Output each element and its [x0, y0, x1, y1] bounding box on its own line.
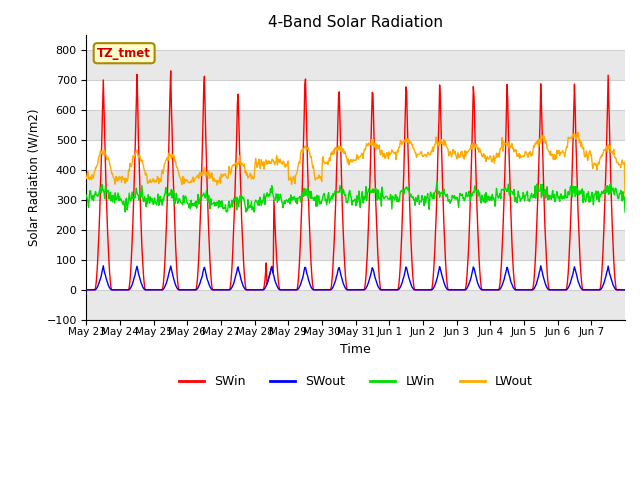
Bar: [86, 290, 625, 320]
Text: TZ_tmet: TZ_tmet: [97, 47, 151, 60]
LWout: [412, 150, 419, 156]
Bar: [86, 230, 625, 260]
Title: 4-Band Solar Radiation: 4-Band Solar Radiation: [268, 15, 444, 30]
SWin: [146, 287, 154, 293]
LWin: [412, 195, 420, 201]
SWin: [621, 287, 629, 293]
LWin: [246, 204, 253, 210]
SWout: [412, 287, 419, 293]
LWin: [83, 192, 90, 198]
LWin: [147, 194, 154, 200]
Y-axis label: Solar Radiation (W/m2): Solar Radiation (W/m2): [28, 109, 41, 246]
Line: LWin: LWin: [86, 182, 625, 212]
SWout: [292, 287, 300, 293]
SWin: [83, 287, 90, 293]
SWin: [292, 287, 300, 293]
SWout: [271, 279, 279, 285]
X-axis label: Time: Time: [340, 343, 371, 356]
LWout: [83, 176, 90, 181]
LWin: [121, 209, 129, 215]
LWin: [443, 193, 451, 199]
SWin: [246, 287, 253, 293]
SWin: [272, 244, 280, 250]
LWin: [272, 191, 280, 197]
SWin: [412, 287, 420, 293]
Bar: [86, 170, 625, 200]
LWout: [574, 130, 582, 135]
LWout: [292, 172, 300, 178]
LWout: [245, 174, 253, 180]
SWout: [83, 287, 90, 293]
LWout: [271, 159, 279, 165]
Bar: [86, 50, 625, 80]
Legend: SWin, SWout, LWin, LWout: SWin, SWout, LWin, LWout: [174, 370, 538, 393]
LWin: [621, 209, 629, 215]
LWin: [292, 196, 300, 202]
SWin: [167, 68, 175, 74]
LWout: [146, 178, 154, 183]
SWout: [442, 283, 449, 289]
Line: SWin: SWin: [86, 71, 625, 290]
SWout: [245, 287, 253, 293]
SWout: [146, 287, 154, 293]
LWin: [433, 180, 441, 185]
LWout: [442, 138, 449, 144]
LWout: [621, 191, 629, 197]
Line: LWout: LWout: [86, 132, 625, 194]
SWout: [621, 287, 629, 293]
SWin: [442, 266, 450, 272]
SWout: [537, 263, 545, 269]
Bar: [86, 110, 625, 140]
Line: SWout: SWout: [86, 266, 625, 290]
